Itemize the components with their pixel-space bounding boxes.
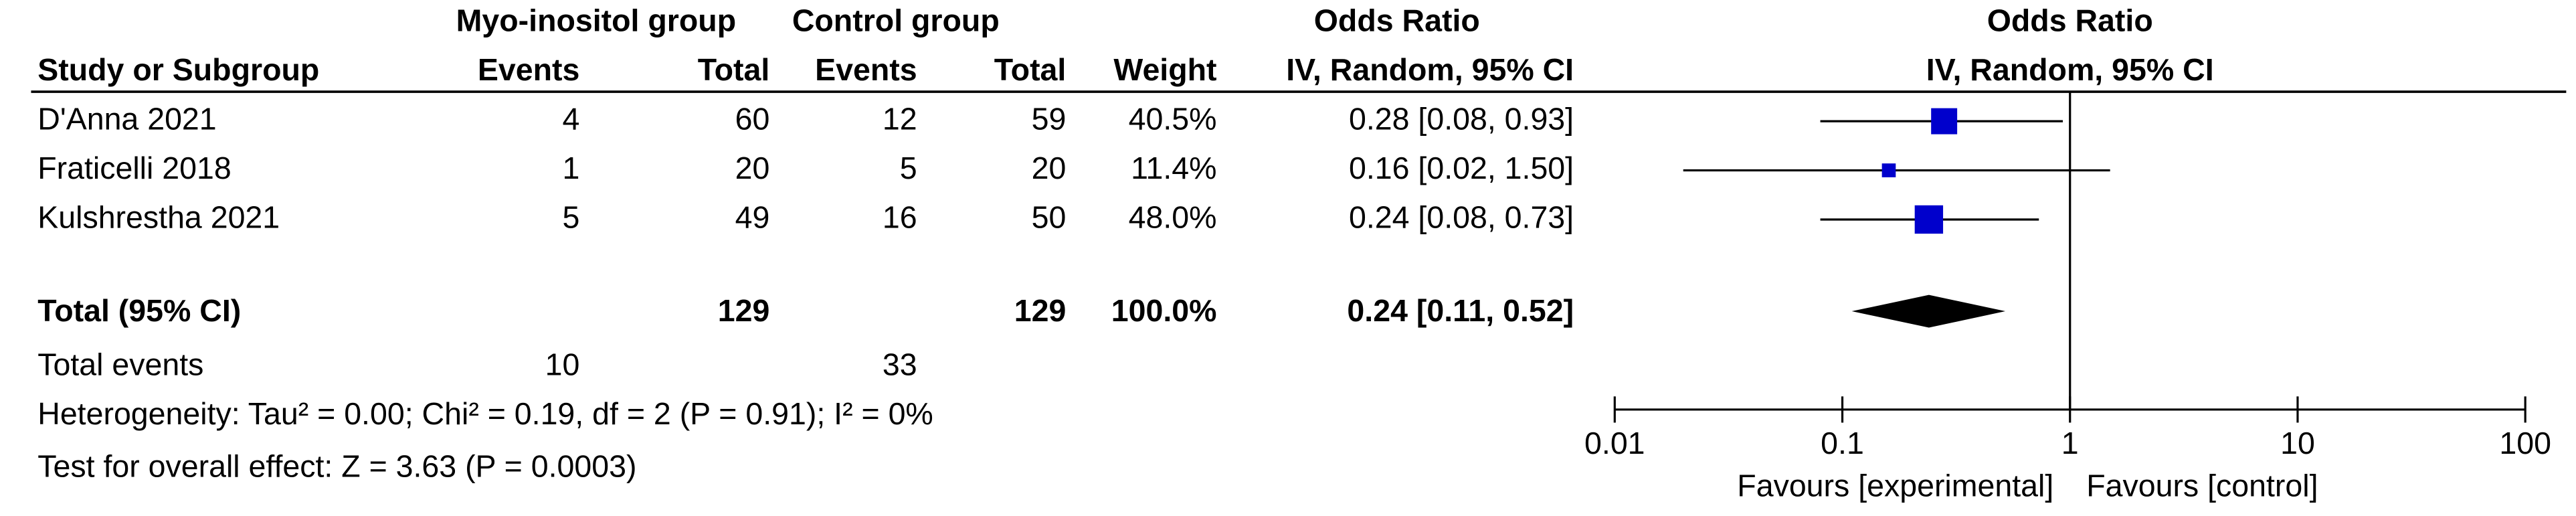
column-header: IV, Random, 95% CI [1286, 52, 1574, 87]
weight: 48.0% [1129, 199, 1217, 234]
study-marker [1914, 205, 1944, 234]
x-tick-label: 0.01 [1584, 426, 1645, 460]
cell: 49 [735, 199, 770, 234]
favours-label: Favours [experimental] [1737, 468, 2053, 503]
cell: 5 [563, 199, 580, 234]
column-header: Events [815, 52, 917, 87]
or-value: 0.24 [0.11, 0.52] [1347, 293, 1574, 328]
cell: 33 [883, 347, 917, 382]
study-name: D'Anna 2021 [37, 101, 216, 136]
cell: 20 [1032, 151, 1067, 185]
column-header: Study or Subgroup [37, 52, 319, 87]
favours-label: Favours [control] [2086, 468, 2318, 503]
column-header: Total [698, 52, 770, 87]
study-name: Fraticelli 2018 [37, 151, 231, 185]
cell: 1 [563, 151, 580, 185]
cell: 60 [735, 101, 770, 136]
group-header: Myo-inositol group [456, 3, 736, 38]
cell: 5 [900, 151, 917, 185]
cell: 59 [1032, 101, 1067, 136]
cell: 129 [1014, 293, 1067, 328]
group-header: Control group [792, 3, 1000, 38]
column-header: Total [994, 52, 1067, 87]
or-value: 0.24 [0.08, 0.73] [1349, 199, 1574, 234]
cell: 20 [735, 151, 770, 185]
or-header: Odds Ratio [1314, 3, 1480, 38]
study-marker [1931, 108, 1958, 135]
x-tick-label: 0.1 [1821, 426, 1864, 460]
weight: 40.5% [1129, 101, 1217, 136]
weight: 11.4% [1131, 151, 1216, 185]
weight: 100.0% [1111, 293, 1217, 328]
study-name: Kulshrestha 2021 [37, 199, 280, 234]
cell: 4 [563, 101, 580, 136]
events-name: Total events [37, 347, 203, 382]
total-diamond [1851, 294, 2006, 328]
study-marker [1881, 163, 1896, 177]
heterogeneity: Heterogeneity: Tau² = 0.00; Chi² = 0.19,… [37, 396, 933, 431]
x-tick-label: 10 [2280, 426, 2315, 460]
column-header: Events [478, 52, 580, 87]
overall-effect: Test for overall effect: Z = 3.63 (P = 0… [37, 448, 636, 483]
total-name: Total (95% CI) [37, 293, 241, 328]
cell: 50 [1032, 199, 1067, 234]
or-value: 0.28 [0.08, 0.93] [1349, 101, 1574, 136]
column-header: Weight [1113, 52, 1216, 87]
column-header: IV, Random, 95% CI [1926, 52, 2214, 87]
x-tick-label: 100 [2499, 426, 2551, 460]
x-tick-label: 1 [2061, 426, 2079, 460]
or-header: Odds Ratio [1987, 3, 2153, 38]
cell: 10 [545, 347, 580, 382]
or-value: 0.16 [0.02, 1.50] [1349, 151, 1574, 185]
cell: 16 [883, 199, 917, 234]
cell: 12 [883, 101, 917, 136]
cell: 129 [718, 293, 770, 328]
